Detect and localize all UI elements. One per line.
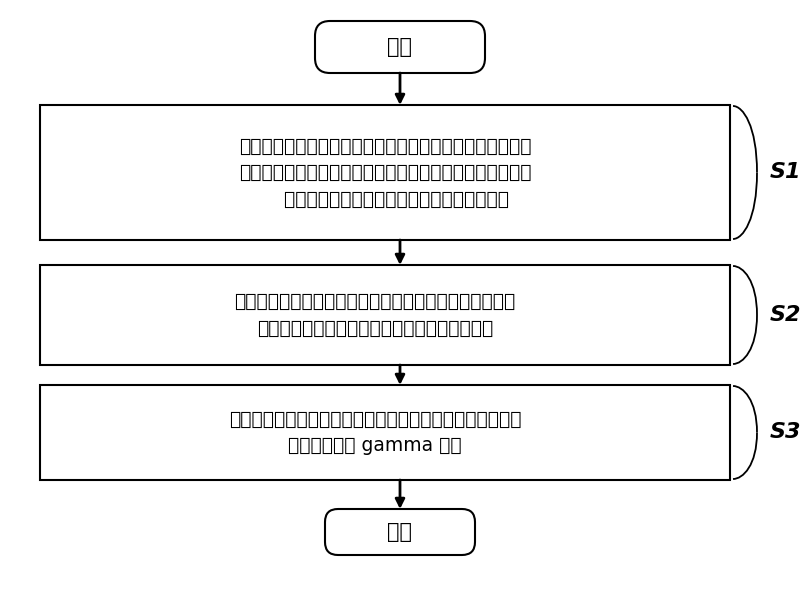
Text: S2: S2 [770, 305, 800, 325]
Text: 结束: 结束 [387, 522, 413, 542]
Bar [40, 385, 730, 480]
FancyBboxPatch shape [325, 509, 475, 555]
Text: S3: S3 [770, 422, 800, 443]
Text: 液晶空间光调制器过滤第二标准灰度信息并将第一标准灰
度信息转换为测试灰度信息并输出到光电传感器: 液晶空间光调制器过滤第二标准灰度信息并将第一标准灰 度信息转换为测试灰度信息并输… [234, 292, 516, 338]
FancyBboxPatch shape [315, 21, 485, 73]
Text: 在液晶空间光调制器里写入图像，图像包括主显示区和位于
主显示区域两侧的两个辅助显示区，主显示区包含第一标准
    灰度信息，辅助显示区包含第二标准灰度信息: 在液晶空间光调制器里写入图像，图像包括主显示区和位于 主显示区域两侧的两个辅助显… [238, 136, 531, 208]
Text: 开始: 开始 [387, 37, 413, 57]
Text: S1: S1 [770, 162, 800, 183]
Text: 对光电传感器获取的测试灰度信息进行归一化处理，利用归
一化结果绘制 gamma 曲线: 对光电传感器获取的测试灰度信息进行归一化处理，利用归 一化结果绘制 gamma … [229, 410, 522, 455]
Bar [40, 265, 730, 365]
Bar [40, 105, 730, 240]
